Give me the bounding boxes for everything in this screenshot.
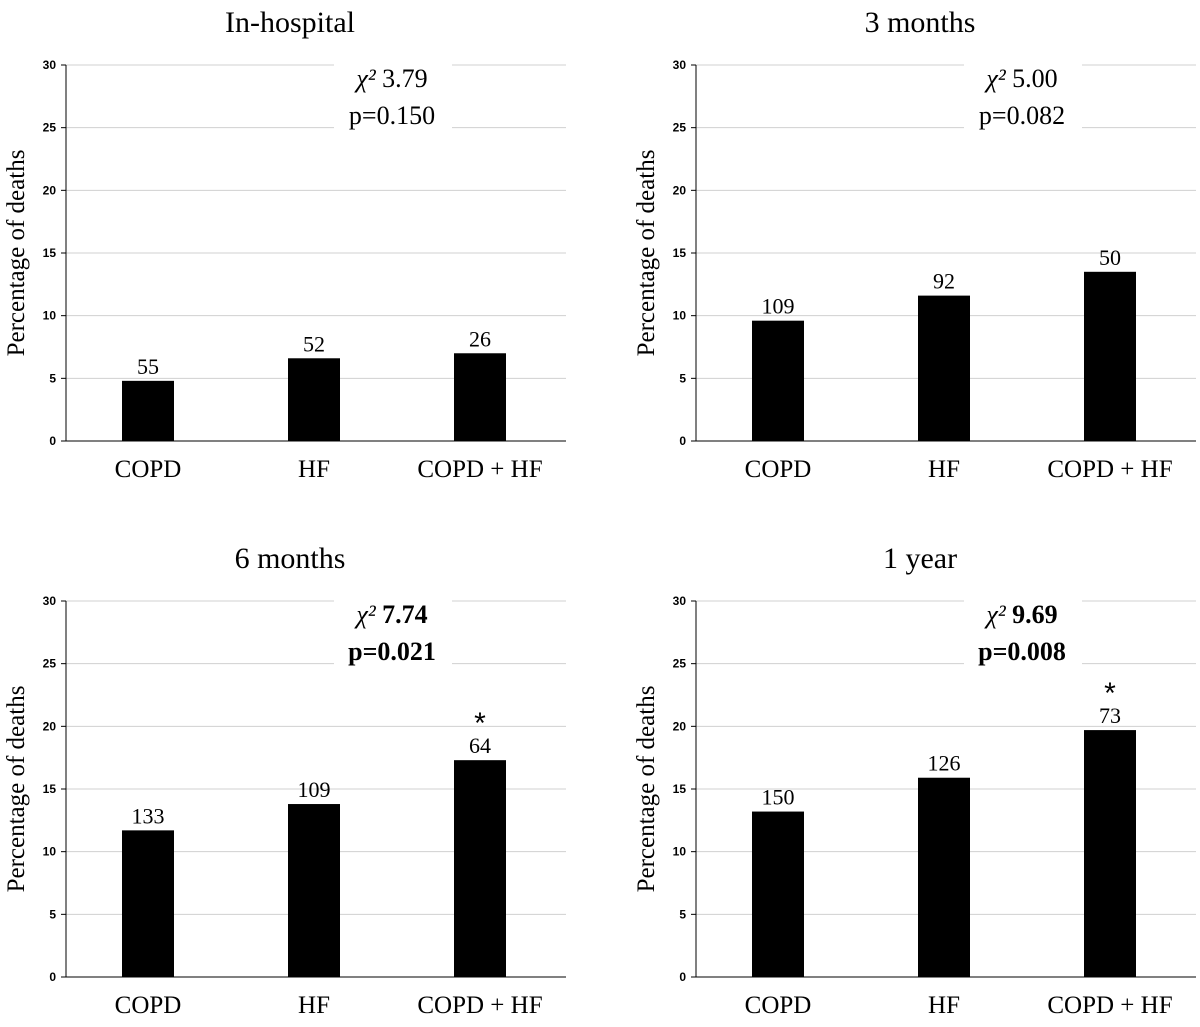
x-tick-label: COPD	[745, 992, 812, 1019]
y-tick-label: 20	[673, 719, 687, 733]
chart-title: In-hospital	[225, 6, 355, 39]
bar-hf	[918, 295, 970, 441]
y-tick-label: 15	[43, 246, 57, 260]
chi-square-value: 5.00	[1012, 64, 1058, 93]
y-tick-label: 15	[673, 246, 687, 260]
x-tick-label: HF	[298, 992, 330, 1019]
p-value: p=0.150	[349, 101, 435, 130]
y-tick-label: 5	[49, 371, 56, 385]
stat-annotation-background	[964, 62, 1082, 134]
y-tick-label: 25	[43, 657, 57, 671]
bar-count-label: 52	[303, 331, 325, 356]
chi-square-symbol: χ²	[353, 600, 382, 629]
chart-title: 1 year	[883, 542, 957, 575]
bar-hf	[288, 358, 340, 441]
y-tick-label: 0	[679, 970, 686, 984]
bar-count-label: 92	[933, 269, 955, 294]
y-tick-label: 15	[43, 782, 57, 796]
x-tick-label: COPD + HF	[1047, 992, 1172, 1019]
p-value: p=0.021	[348, 637, 436, 666]
bar-count-label: 126	[928, 751, 961, 776]
bar-copd-hf	[1084, 730, 1136, 977]
x-tick-label: COPD	[115, 992, 182, 1019]
bar-count-label: 133	[132, 803, 165, 828]
p-value: p=0.008	[978, 637, 1066, 666]
y-axis-label: Percentage of deaths	[3, 686, 30, 893]
y-tick-label: 30	[43, 58, 57, 72]
y-tick-label: 25	[43, 121, 57, 135]
y-tick-label: 5	[679, 907, 686, 921]
chi-square-statistic: χ² 7.74	[353, 600, 427, 629]
significance-asterisk: *	[474, 707, 486, 740]
y-tick-label: 5	[49, 907, 56, 921]
chart-title: 6 months	[235, 542, 346, 575]
bar-hf	[288, 804, 340, 977]
y-tick-label: 10	[43, 309, 57, 323]
y-tick-label: 0	[679, 434, 686, 448]
x-tick-label: COPD + HF	[417, 456, 542, 483]
bar-copd	[752, 320, 804, 441]
chi-square-value: 9.69	[1012, 600, 1058, 629]
bar-count-label: 73	[1099, 703, 1121, 728]
y-tick-label: 25	[673, 121, 687, 135]
bar-count-label: 109	[762, 294, 795, 319]
bar-copd-hf	[454, 760, 506, 977]
bar-count-label: 150	[762, 785, 795, 810]
y-tick-label: 30	[43, 594, 57, 608]
chi-square-value: 7.74	[382, 600, 428, 629]
y-tick-label: 15	[673, 782, 687, 796]
y-axis-label: Percentage of deaths	[633, 686, 660, 893]
y-tick-label: 5	[679, 371, 686, 385]
chi-square-symbol: χ²	[353, 64, 382, 93]
chart-panel-2: 3 months 0 5 10 15 20 25 30 Percentage of deaths…	[633, 6, 1196, 483]
bar-hf	[918, 777, 970, 977]
x-tick-label: COPD + HF	[417, 992, 542, 1019]
x-tick-label: HF	[928, 456, 960, 483]
y-tick-label: 0	[49, 970, 56, 984]
bar-copd	[122, 380, 174, 441]
y-tick-label: 25	[673, 657, 687, 671]
x-tick-label: COPD	[745, 456, 812, 483]
stat-annotation-background	[964, 598, 1082, 670]
y-tick-label: 10	[673, 309, 687, 323]
x-tick-label: COPD	[115, 456, 182, 483]
bar-count-label: 50	[1099, 245, 1121, 270]
chi-square-statistic: χ² 3.79	[353, 64, 427, 93]
bar-copd	[752, 811, 804, 977]
chart-panel-4: 1 year 0 5 10 15 20 25 30 Percentage of deaths 15…	[633, 542, 1196, 1019]
bar-count-label: 26	[469, 326, 491, 351]
x-tick-label: HF	[928, 992, 960, 1019]
y-tick-label: 20	[43, 183, 57, 197]
bar-count-label: 109	[298, 777, 331, 802]
bar-copd-hf	[1084, 271, 1136, 441]
y-tick-label: 30	[673, 594, 687, 608]
chi-square-symbol: χ²	[983, 64, 1012, 93]
chi-square-symbol: χ²	[983, 600, 1012, 629]
bar-count-label: 55	[137, 354, 159, 379]
x-tick-label: HF	[298, 456, 330, 483]
y-tick-label: 0	[49, 434, 56, 448]
y-axis-label: Percentage of deaths	[3, 150, 30, 357]
x-tick-label: COPD + HF	[1047, 456, 1172, 483]
significance-asterisk: *	[1104, 677, 1116, 710]
bar-copd	[122, 830, 174, 977]
chart-title: 3 months	[865, 6, 976, 39]
p-value: p=0.082	[979, 101, 1065, 130]
chi-square-value: 3.79	[382, 64, 428, 93]
chart-panel-1: In-hospital 0 5 10 15 20 25 30 Percentage of dea…	[3, 6, 566, 483]
y-tick-label: 20	[673, 183, 687, 197]
stat-annotation-background	[334, 598, 452, 670]
y-tick-label: 30	[673, 58, 687, 72]
y-tick-label: 20	[43, 719, 57, 733]
y-tick-label: 10	[673, 845, 687, 859]
bar-copd-hf	[454, 353, 506, 441]
stat-annotation-background	[334, 62, 452, 134]
y-axis-label: Percentage of deaths	[633, 150, 660, 357]
chart-panel-3: 6 months 0 5 10 15 20 25 30 Percentage of deaths…	[3, 542, 566, 1019]
bar-count-label: 64	[469, 733, 491, 758]
y-tick-label: 10	[43, 845, 57, 859]
chi-square-statistic: χ² 9.69	[983, 600, 1057, 629]
chi-square-statistic: χ² 5.00	[983, 64, 1057, 93]
